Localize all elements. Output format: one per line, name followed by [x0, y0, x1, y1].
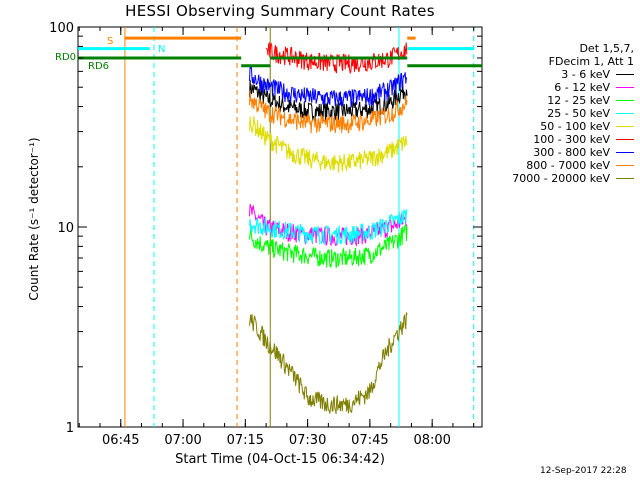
legend-swatch — [616, 87, 634, 88]
legend-entry-label: 3 - 6 keV — [561, 68, 610, 81]
y-tick-label: 1 — [66, 421, 74, 436]
series-line — [249, 65, 408, 109]
y-tick-label: 10 — [57, 221, 74, 236]
series-line — [249, 115, 408, 173]
legend-entry-label: 100 - 300 keV — [533, 133, 610, 146]
legend-entry-label: 50 - 100 keV — [540, 120, 610, 133]
flag-label-n: N — [158, 44, 165, 55]
timestamp: 12-Sep-2017 22:28 — [540, 466, 627, 476]
x-axis-label: Start Time (04-Oct-15 06:34:42) — [175, 452, 385, 467]
legend-swatch — [616, 100, 634, 101]
legend-entry-label: 25 - 50 keV — [547, 107, 610, 120]
legend-entry-label: 800 - 7000 keV — [526, 159, 610, 172]
flag-label-rd0: RD0 — [55, 52, 76, 63]
legend-swatch — [616, 178, 634, 179]
series-line — [249, 223, 408, 269]
series-line — [265, 41, 408, 75]
legend-entry-label: 6 - 12 keV — [554, 81, 610, 94]
legend-swatch — [616, 74, 634, 75]
legend-swatch — [616, 152, 634, 153]
x-tick-label: 06:45 — [102, 433, 139, 448]
x-tick-label: 07:30 — [289, 433, 326, 448]
legend-swatch — [616, 139, 634, 140]
chart-title: HESSI Observing Summary Count Rates — [125, 2, 435, 20]
legend-entry: 3 - 6 keV — [488, 68, 634, 81]
legend-entry-label: 12 - 25 keV — [547, 94, 610, 107]
legend-entry: 12 - 25 keV — [488, 94, 634, 107]
x-tick-label: 07:15 — [227, 433, 264, 448]
series-line — [249, 209, 408, 246]
legend-entry: 100 - 300 keV — [488, 133, 634, 146]
x-tick-label: 07:45 — [351, 433, 388, 448]
legend-header-line: FDecim 1, Att 1 — [548, 55, 634, 68]
flag-label-s: S — [107, 36, 113, 47]
legend-swatch — [616, 165, 634, 166]
legend-entry: 7000 - 20000 keV — [488, 172, 634, 185]
legend: Det 1,5,7, FDecim 1, Att 1 3 - 6 keV 6 - … — [488, 42, 634, 185]
x-tick-label: 08:00 — [413, 433, 450, 448]
legend-entry: 25 - 50 keV — [488, 107, 634, 120]
legend-swatch — [616, 126, 634, 127]
legend-entry: 300 - 800 keV — [488, 146, 634, 159]
series-line — [249, 90, 408, 134]
y-tick-label: 100 — [49, 21, 74, 36]
legend-entry-label: 300 - 800 keV — [533, 146, 610, 159]
y-axis-label: Count Rate (s⁻¹ detector⁻¹) — [27, 137, 41, 301]
x-tick-label: 07:00 — [164, 433, 201, 448]
legend-header-line: Det 1,5,7, — [579, 42, 634, 55]
legend-entry-label: 7000 - 20000 keV — [512, 172, 610, 185]
legend-entry: 800 - 7000 keV — [488, 159, 634, 172]
series-line — [249, 312, 408, 414]
legend-swatch — [616, 113, 634, 114]
flag-label-rd6: RD6 — [88, 61, 109, 72]
legend-entry: 50 - 100 keV — [488, 120, 634, 133]
legend-entry: 6 - 12 keV — [488, 81, 634, 94]
